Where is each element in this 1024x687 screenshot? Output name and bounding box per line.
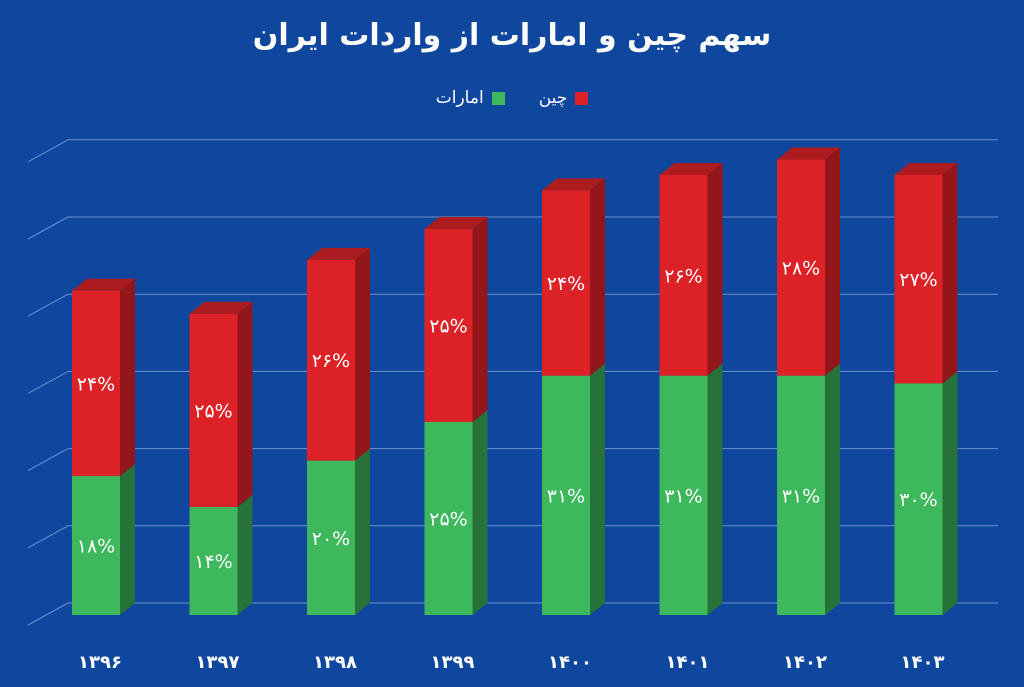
data-label-china: ۲۶%	[312, 350, 350, 372]
data-label-uae: ۳۰%	[899, 489, 937, 511]
data-label-uae: ۳۱%	[664, 485, 702, 507]
legend-swatch-china	[575, 91, 589, 105]
bar-top-china	[189, 301, 253, 314]
bar-uae	[424, 422, 473, 615]
bar-china	[307, 259, 355, 461]
legend-item-china: چین	[539, 88, 589, 108]
bar-uae	[659, 375, 708, 615]
bar-side-uae	[590, 363, 605, 615]
x-tick-label: ۱۴۰۱	[666, 652, 710, 673]
data-label-china: ۲۸%	[782, 258, 820, 280]
bar-side-china	[472, 217, 488, 422]
bar-top-china	[424, 217, 488, 229]
data-label-china: ۲۶%	[664, 265, 702, 287]
gridline-perspective	[27, 370, 69, 394]
bar-china	[542, 190, 590, 376]
x-tick-label: ۱۳۹۷	[196, 652, 240, 673]
x-tick-label: ۱۴۰۳	[901, 652, 945, 673]
bar-top-china	[307, 247, 370, 260]
bar-side-china	[707, 162, 723, 376]
bar-side-uae	[120, 464, 135, 615]
bar-china	[189, 313, 238, 507]
chart-title: سهم چین و امارات از واردات ایران	[252, 18, 772, 53]
data-label-china: ۲۵%	[429, 316, 467, 338]
data-label-uae: ۳۱%	[547, 485, 585, 507]
bar-uae	[189, 506, 238, 615]
legend-label-uae: امارات	[435, 88, 484, 108]
bar-side-china	[942, 162, 958, 384]
bar-uae	[542, 375, 590, 615]
bar-top-china	[777, 147, 840, 160]
data-label-china: ۲۴%	[77, 373, 115, 395]
gridline-perspective	[27, 525, 69, 549]
bar-side-uae	[472, 410, 488, 615]
x-tick-label: ۱۴۰۲	[783, 652, 827, 673]
bar-top-china	[72, 278, 135, 291]
bar-side-uae	[355, 448, 370, 615]
data-label-uae: ۱۸%	[77, 536, 115, 558]
data-label-uae: ۳۱%	[782, 485, 820, 507]
data-label-uae: ۲۰%	[312, 528, 350, 550]
legend-swatch-uae	[491, 91, 505, 105]
bar-side-uae	[942, 371, 958, 615]
bar-side-china	[590, 178, 605, 376]
bar-uae	[894, 383, 943, 615]
bar-top-china	[894, 162, 958, 175]
bar-china	[72, 290, 120, 477]
legend-label-china: چین	[538, 88, 568, 108]
bar-side-uae	[237, 494, 253, 615]
gridline-perspective	[27, 293, 69, 317]
x-tick-label: ۱۳۹۸	[313, 652, 357, 673]
gridline-perspective	[27, 216, 69, 240]
gridline-perspective	[27, 448, 69, 472]
data-label-china: ۲۷%	[899, 269, 937, 291]
bar-side-uae	[707, 363, 723, 615]
legend: چین امارات	[0, 88, 1024, 108]
gridline-perspective	[27, 602, 69, 626]
x-tick-label: ۱۴۰۰	[548, 652, 592, 673]
bar-china	[777, 159, 825, 376]
bar-side-china	[237, 301, 253, 507]
bar-uae	[72, 476, 120, 615]
data-label-china: ۲۵%	[194, 400, 232, 422]
bar-side-china	[120, 278, 135, 477]
x-tick-label: ۱۳۹۶	[78, 652, 122, 673]
legend-item-uae: امارات	[436, 88, 505, 108]
data-label-china: ۲۴%	[547, 273, 585, 295]
bar-side-china	[825, 147, 840, 376]
data-label-uae: ۲۵%	[429, 509, 467, 531]
bar-top-china	[659, 162, 723, 175]
bar-china	[424, 229, 473, 422]
bar-china	[894, 174, 943, 384]
data-label-uae: ۱۴%	[194, 551, 232, 573]
bar-china	[659, 174, 708, 376]
bar-side-uae	[825, 363, 840, 615]
bar-top-china	[542, 178, 605, 191]
bar-side-china	[355, 247, 370, 461]
bar-uae	[307, 460, 355, 615]
gridline-perspective	[27, 139, 69, 163]
x-tick-label: ۱۳۹۹	[431, 652, 475, 673]
bar-uae	[777, 375, 825, 615]
